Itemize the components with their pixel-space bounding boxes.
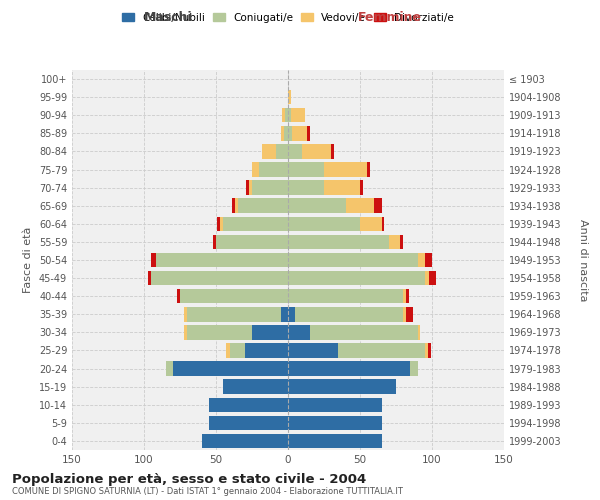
Bar [220,216,223,231]
Bar [223,380,288,394]
Bar [288,307,295,322]
Bar [360,180,363,195]
Bar [288,108,291,122]
Bar [252,325,288,340]
Bar [291,108,305,122]
Bar [324,180,360,195]
Bar [230,343,245,357]
Bar [281,307,288,322]
Bar [425,253,432,267]
Y-axis label: Anni di nascita: Anni di nascita [578,219,588,301]
Bar [428,343,431,357]
Bar [288,343,338,357]
Bar [277,144,288,158]
Bar [281,126,284,140]
Bar [284,126,288,140]
Bar [235,198,238,213]
Text: COMUNE DI SPIGNO SATURNIA (LT) - Dati ISTAT 1° gennaio 2004 - Elaborazione TUTTI: COMUNE DI SPIGNO SATURNIA (LT) - Dati IS… [12,488,403,496]
Bar [246,180,249,195]
Bar [400,234,403,249]
Bar [418,325,421,340]
Bar [406,289,409,304]
Bar [151,271,288,285]
Bar [346,198,374,213]
Bar [288,362,410,376]
Bar [410,362,418,376]
Bar [213,234,216,249]
Bar [310,325,418,340]
Bar [288,126,292,140]
Bar [155,253,288,267]
Bar [288,90,291,104]
Bar [382,216,385,231]
Bar [288,216,360,231]
Bar [302,144,331,158]
Legend: Celibi/Nubili, Coniugati/e, Vedovi/e, Divorziati/e: Celibi/Nubili, Coniugati/e, Vedovi/e, Di… [118,8,458,27]
Bar [288,198,346,213]
Bar [288,434,382,448]
Bar [418,253,425,267]
Bar [202,434,288,448]
Bar [209,416,288,430]
Bar [403,289,406,304]
Bar [374,198,382,213]
Text: Maschi: Maschi [143,11,193,24]
Bar [288,144,302,158]
Bar [238,198,288,213]
Bar [187,325,252,340]
Bar [324,162,367,177]
Bar [173,362,288,376]
Bar [184,307,187,322]
Bar [226,343,230,357]
Bar [259,162,288,177]
Bar [180,289,288,304]
Text: Popolazione per età, sesso e stato civile - 2004: Popolazione per età, sesso e stato civil… [12,472,366,486]
Bar [232,198,235,213]
Bar [262,144,277,158]
Bar [288,180,324,195]
Bar [288,271,425,285]
Bar [209,398,288,412]
Bar [288,380,396,394]
Bar [367,162,370,177]
Bar [425,271,429,285]
Y-axis label: Fasce di età: Fasce di età [23,227,33,293]
Bar [177,289,180,304]
Bar [252,180,288,195]
Bar [223,216,288,231]
Bar [288,416,382,430]
Bar [288,398,382,412]
Text: Femmine: Femmine [358,11,422,24]
Bar [307,126,310,140]
Bar [331,144,334,158]
Bar [285,108,288,122]
Bar [406,307,413,322]
Bar [425,343,428,357]
Bar [288,289,403,304]
Bar [282,108,285,122]
Bar [288,162,324,177]
Bar [249,180,252,195]
Bar [360,216,382,231]
Bar [288,325,310,340]
Bar [148,271,151,285]
Bar [429,271,436,285]
Bar [245,343,288,357]
Bar [252,162,259,177]
Bar [166,362,173,376]
Bar [184,325,187,340]
Bar [187,307,281,322]
Bar [288,234,389,249]
Bar [295,307,403,322]
Bar [151,253,155,267]
Bar [292,126,307,140]
Bar [403,307,406,322]
Bar [216,234,288,249]
Bar [288,253,418,267]
Bar [389,234,400,249]
Bar [217,216,220,231]
Bar [338,343,425,357]
